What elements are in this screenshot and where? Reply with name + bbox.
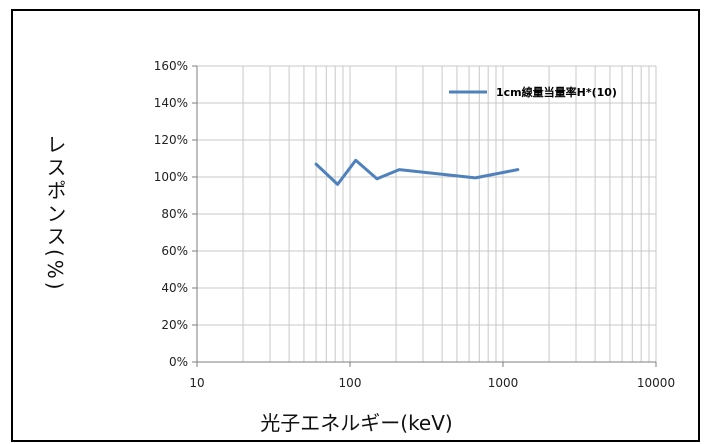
x-tick-label: 1000 (488, 376, 519, 390)
y-tick-label: 120% (154, 133, 188, 147)
chart-frame (11, 9, 700, 442)
plot-axes (192, 65, 657, 367)
y-tick-label: 100% (154, 170, 188, 184)
plot-grid (196, 65, 657, 363)
x-tick-label: 10000 (637, 376, 675, 390)
y-tick-labels: 0% 20% 40% 60% 80% 100% 120% 140% 160% (154, 59, 188, 369)
y-tick-label: 160% (154, 59, 188, 73)
x-axis-label: 光子エネルギー(keV) (260, 411, 453, 435)
y-tick-label: 40% (161, 281, 188, 295)
series-line (314, 158, 520, 186)
y-tick-label: 60% (161, 244, 188, 258)
y-tick-label: 80% (161, 207, 188, 221)
legend-label: 1cm線量当量率H*(10) (496, 85, 617, 99)
series-layer (314, 158, 520, 186)
y-tick-label: 20% (161, 318, 188, 332)
y-tick-label: 140% (154, 96, 188, 110)
y-axis-label: レスポンス(%) (43, 134, 67, 293)
x-tick-labels: 10 100 1000 10000 (189, 376, 675, 390)
x-tick-label: 10 (189, 376, 204, 390)
x-tick-label: 100 (339, 376, 362, 390)
legend: 1cm線量当量率H*(10) (449, 85, 617, 99)
y-tick-label: 0% (169, 355, 188, 369)
